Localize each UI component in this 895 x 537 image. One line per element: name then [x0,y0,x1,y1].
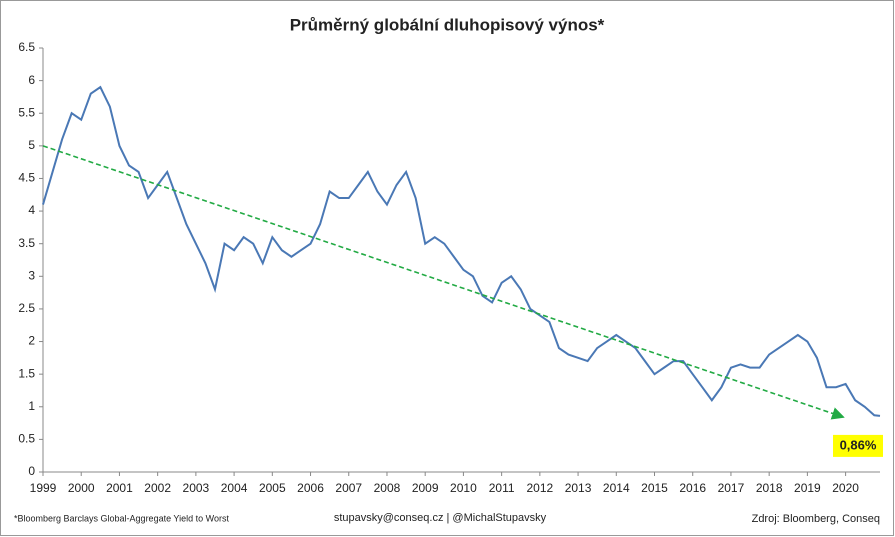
x-tick-label: 2008 [374,481,401,495]
y-tick-label: 6 [28,73,35,87]
y-tick-label: 3 [28,268,35,282]
x-tick-label: 2018 [756,481,783,495]
x-tick-label: 2004 [221,481,248,495]
y-tick-label: 3.5 [18,236,35,250]
x-tick-label: 2006 [297,481,324,495]
x-tick-label: 2010 [450,481,477,495]
y-tick-label: 1 [28,399,35,413]
x-tick-label: 2005 [259,481,286,495]
x-tick-label: 2013 [565,481,592,495]
y-tick-label: 0 [28,464,35,478]
x-tick-label: 2017 [718,481,745,495]
y-tick-label: 4 [28,203,35,217]
x-tick-label: 2011 [489,481,515,495]
y-tick-label: 2.5 [18,301,35,315]
x-tick-label: 2001 [106,481,133,495]
x-tick-label: 2000 [68,481,95,495]
x-tick-label: 2019 [794,481,821,495]
y-tick-label: 0.5 [18,432,35,446]
x-tick-label: 2014 [603,481,630,495]
y-tick-label: 5.5 [18,105,35,119]
footnote: stupavsky@conseq.cz | @MichalStupavsky [334,512,547,524]
footnote: *Bloomberg Barclays Global-Aggregate Yie… [14,513,229,523]
x-tick-label: 2016 [679,481,706,495]
y-tick-label: 4.5 [18,171,35,185]
x-tick-label: 2007 [335,481,362,495]
x-tick-label: 2020 [832,481,859,495]
x-tick-label: 2003 [183,481,210,495]
y-tick-label: 1.5 [18,366,35,380]
data-line [42,85,881,417]
y-tick-label: 6.5 [18,40,35,54]
x-tick-label: 2012 [526,481,553,495]
x-tick-label: 2009 [412,481,439,495]
annotation: 0,86% [840,437,877,452]
x-tick-label: 2015 [641,481,668,495]
y-tick-label: 2 [28,334,35,348]
chart-title: Průměrný globální dluhopisový výnos* [290,15,605,34]
footnote: Zdroj: Bloomberg, Conseq [752,513,880,525]
x-tick-label: 2002 [144,481,171,495]
trend-line [42,145,845,420]
annotation-box [833,434,883,457]
x-tick-label: 1999 [30,481,57,495]
y-tick-label: 5 [28,138,35,152]
